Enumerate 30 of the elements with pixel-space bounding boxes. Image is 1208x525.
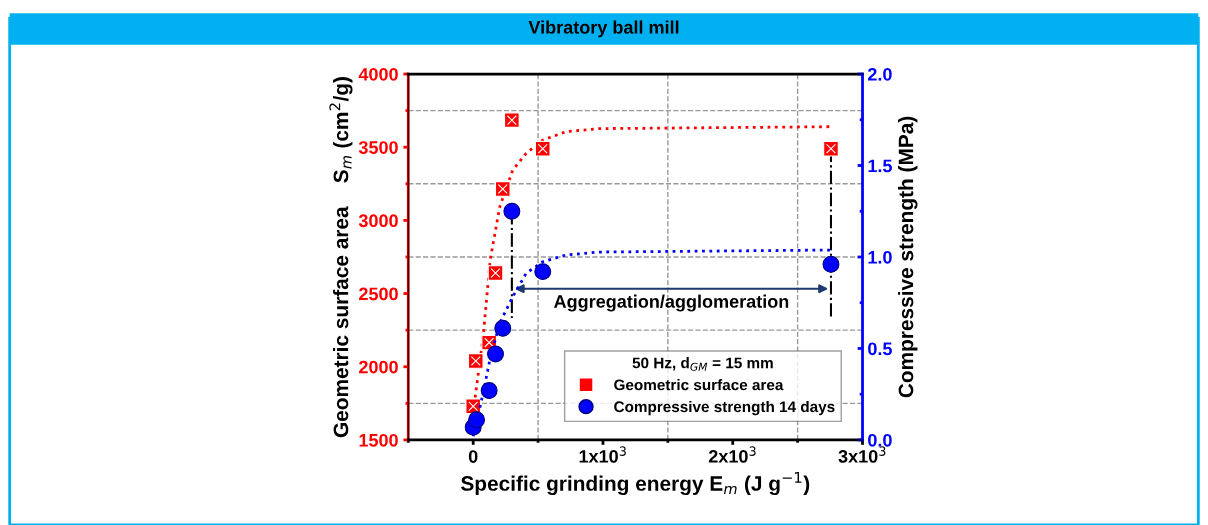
y-tick-label: 4000 — [358, 67, 398, 81]
x-tick-label: 2x10$^{3}$ — [708, 446, 756, 463]
legend-title: 50 Hz, d$_{GM}$ = 15 mm — [632, 357, 773, 371]
y2-tick-label: 0.0 — [868, 433, 892, 447]
y-tick-label: 2500 — [359, 287, 398, 301]
x-axis-title: Specific grinding energy E$_{m}$ (J g$^{−1}$) — [461, 472, 810, 496]
y2-axis-title: Compressive strength (MPa) — [898, 116, 918, 398]
point — [487, 345, 504, 363]
point — [480, 382, 498, 400]
legend-label: Compressive strength 14 days — [614, 400, 835, 416]
x-tick-label: 0 — [468, 450, 478, 463]
y-axis-title: Geometric surface area S$_{m}$ (cm$^{2}$/g) — [329, 77, 353, 438]
point — [822, 255, 840, 273]
x-tick-label: 1x10$^{3}$ — [579, 446, 626, 463]
point — [534, 263, 552, 281]
y-tick-label: 1500 — [359, 433, 398, 447]
y2-tick-label: 2.0 — [868, 67, 892, 81]
y2-tick-label: 1.5 — [868, 159, 892, 173]
y-tick-label: 2000 — [359, 360, 398, 374]
x-tick-label: 3x10$^{3}$ — [838, 446, 886, 463]
point — [468, 411, 486, 429]
legend-label: Geometric surface area — [614, 379, 784, 391]
y2-tick-label: 1.0 — [868, 250, 892, 264]
annotation: Aggregation/agglomeration — [554, 294, 789, 312]
y-tick-label: 3500 — [358, 141, 398, 154]
chart-title: Vibratory ball mill — [528, 20, 679, 38]
y2-tick-label: 0.5 — [868, 342, 892, 356]
point — [494, 319, 512, 337]
y-tick-label: 3000 — [358, 214, 398, 228]
point — [503, 202, 521, 220]
